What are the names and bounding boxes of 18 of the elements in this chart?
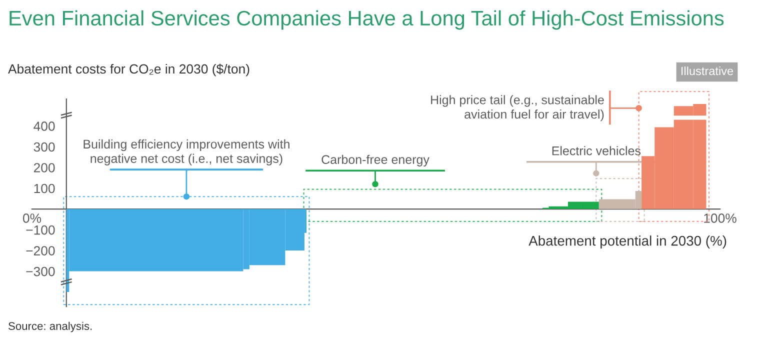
source-note: Source: analysis. [8, 322, 92, 332]
y-tick-label: −300 [26, 266, 55, 276]
x-tick-label: 0% [22, 214, 42, 223]
y-axis-title: Abatement costs for CO₂e in 2030 ($/ton) [8, 64, 250, 76]
text: Illustrative [682, 66, 734, 76]
y-tick-label: −200 [26, 246, 55, 256]
x-tick-label: 100% [704, 214, 736, 223]
annotation: Carbon-free energy [322, 154, 430, 166]
y-tick-label: 100 [34, 184, 55, 194]
y-tick-label: −100 [26, 225, 55, 235]
y-tick-label: 400 [34, 122, 55, 131]
y-tick-label: 300 [34, 142, 55, 152]
annotation: Electric vehicles [552, 146, 641, 156]
y-tick-label: 200 [34, 163, 55, 172]
annotation: High price tail (e.g., sustainable aviation fuel for air travel) [431, 95, 604, 122]
annotation: Building efficiency improvements with negative net cost (i.e., net savings) [84, 139, 290, 166]
x-axis-title: Abatement potential in 2030 (%) [528, 236, 726, 248]
chart-title: Even Financial Services Companies Have a Long Tail of High-Cost Emissions [10, 10, 724, 30]
